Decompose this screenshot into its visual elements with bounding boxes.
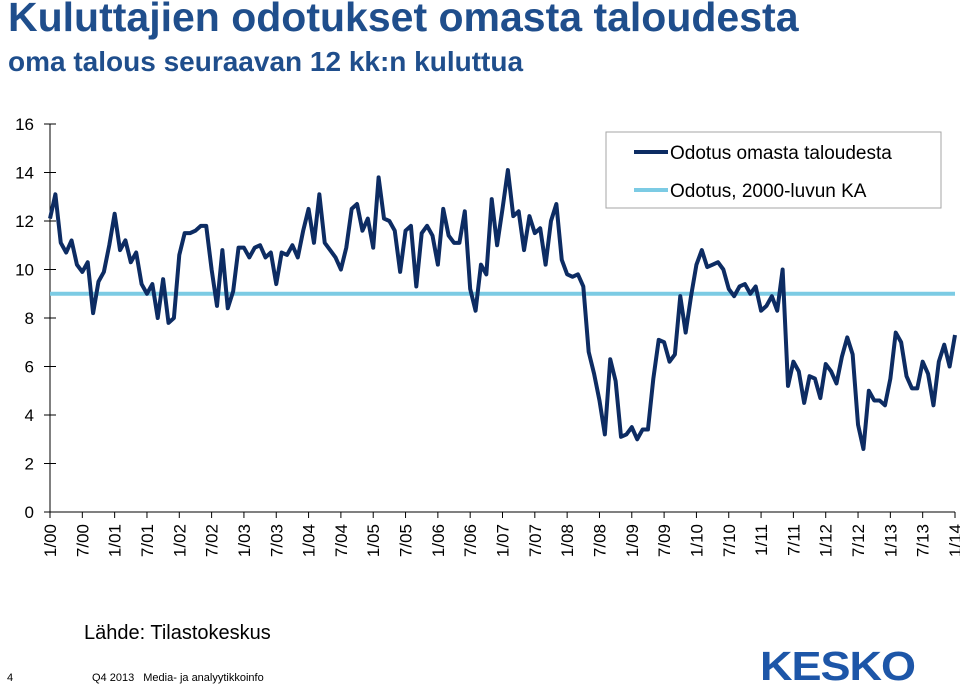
x-tick-label: 7/00: [73, 524, 92, 557]
x-tick-label: 1/01: [106, 524, 125, 557]
x-tick-label: 7/12: [849, 524, 868, 557]
x-tick-label: 1/14: [946, 524, 960, 557]
series-main-line: [48, 168, 957, 451]
x-tick-label: 7/03: [267, 524, 286, 557]
y-axis: 0 2 4 6 8 10 12 14 16: [15, 115, 56, 522]
x-tick-label: 7/05: [397, 524, 416, 557]
x-tick-label: 1/09: [623, 524, 642, 557]
x-tick-label: 7/01: [138, 524, 157, 557]
x-tick-label: 1/02: [170, 524, 189, 557]
x-tick-label: 1/08: [558, 524, 577, 557]
y-tick-label: 2: [25, 455, 34, 474]
x-tick-label: 1/07: [494, 524, 513, 557]
kesko-logo: KESKO: [760, 643, 916, 689]
legend-label: Odotus omasta taloudesta: [670, 143, 892, 164]
y-tick-label: 4: [25, 406, 34, 425]
y-tick-label: 0: [25, 503, 34, 522]
x-tick-label: 7/09: [655, 524, 674, 557]
y-tick-label: 6: [25, 358, 34, 377]
x-tick-label: 7/02: [203, 524, 222, 557]
x-tick-label: 7/04: [332, 524, 351, 557]
x-tick-label: 7/11: [784, 524, 803, 556]
chart-title: Kuluttajien odotukset omasta taloudesta: [8, 0, 799, 40]
footer: Q4 2013 Media- ja analyytikkoinfo: [92, 672, 264, 684]
legend-label: Odotus, 2000-luvun KA: [670, 181, 867, 202]
legend-box: [605, 131, 942, 209]
series-layer: [48, 168, 957, 451]
x-tick-label: 1/03: [235, 524, 254, 557]
y-tick-label: 14: [15, 164, 34, 183]
x-tick-label: 7/13: [914, 524, 933, 557]
x-tick-label: 1/06: [429, 524, 448, 557]
legend: Odotus omasta taloudesta Odotus, 2000-luv…: [605, 131, 942, 209]
x-tick-label: 1/05: [364, 524, 383, 557]
x-tick-label: 7/08: [590, 524, 609, 557]
y-tick-label: 10: [15, 261, 34, 280]
footer-unit: Media- ja analyytikkoinfo: [143, 672, 264, 684]
x-tick-label: 1/00: [41, 524, 60, 557]
x-tick-label: 7/07: [526, 524, 545, 557]
y-tick-label: 12: [15, 212, 34, 231]
chart-subtitle: oma talous seuraavan 12 kk:n kuluttua: [8, 46, 524, 77]
x-tick-label: 1/13: [881, 524, 900, 557]
x-tick-label: 1/04: [300, 524, 319, 557]
y-tick-label: 16: [15, 115, 34, 134]
x-axis: 1/00 7/00 1/01 7/01 1/02 7/02 1/03 7/03 1/04 7/04…: [41, 511, 960, 557]
x-tick-label: 1/11: [752, 524, 771, 556]
footer-period: Q4 2013: [92, 672, 135, 684]
x-tick-label: 1/10: [687, 524, 706, 557]
x-tick-label: 1/12: [817, 524, 836, 557]
x-tick-label: 7/10: [720, 524, 739, 557]
source-note: Lähde: Tilastokeskus: [84, 622, 271, 644]
x-tick-label: 7/06: [461, 524, 480, 557]
page-number: 4: [7, 672, 14, 684]
y-tick-label: 8: [25, 309, 34, 328]
